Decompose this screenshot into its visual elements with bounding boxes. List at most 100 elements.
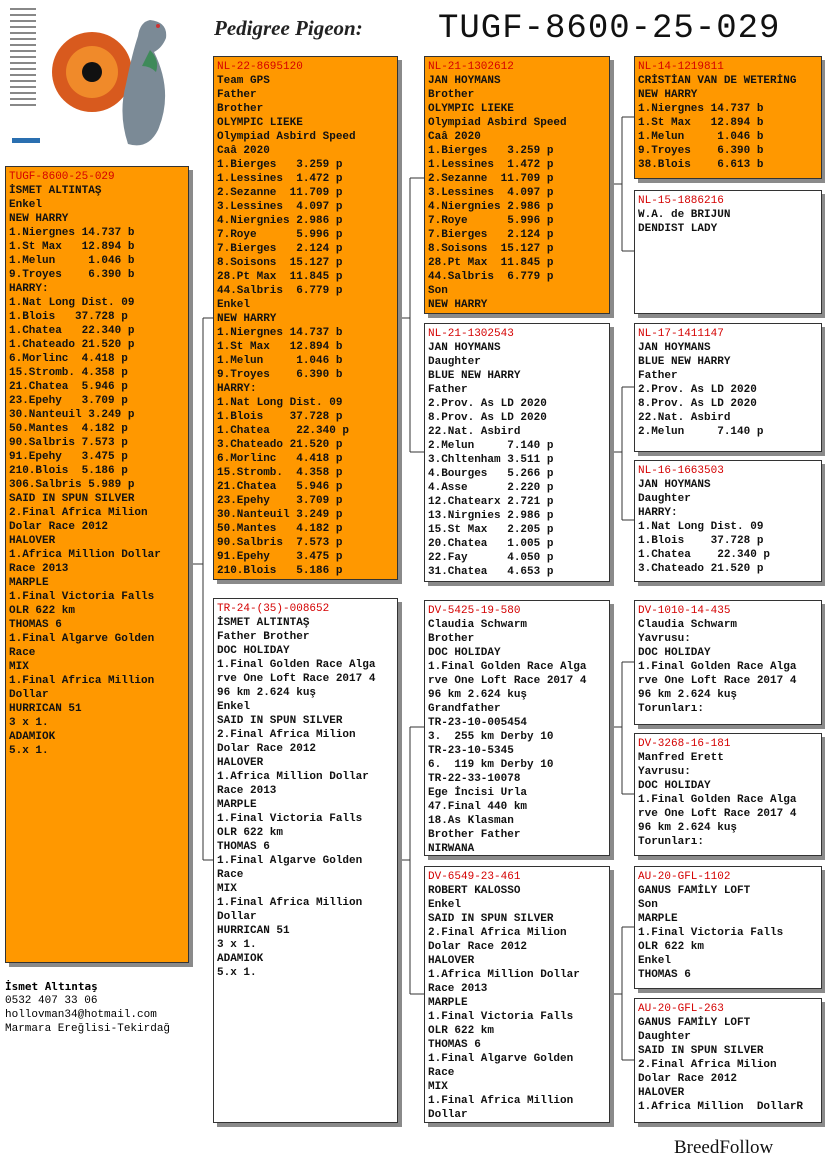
info-line: THOMAS 6	[428, 1039, 481, 1051]
info-line: DOC HOLIDAY	[638, 647, 711, 659]
info-line: Manfred Erett	[638, 752, 724, 764]
info-line: 1.Melun 1.046 b	[638, 131, 764, 143]
info-line: 2.Melun 7.140 p	[428, 440, 554, 452]
info-line: 13.Nirgnies 2.986 p	[428, 510, 554, 522]
pedigree-box: TR-24-(35)-008652 İSMET ALTINTAŞ Father Br…	[213, 598, 398, 1123]
info-line: Dolar Race 2012	[217, 743, 317, 755]
info-line: OLR 622 km	[217, 827, 284, 839]
info-line: 1.Blois 37.728 p	[638, 535, 764, 547]
info-line: Daughter	[428, 356, 481, 368]
info-line: 91.Epehy 3.475 p	[217, 551, 343, 563]
info-line: 1.Final Africa Million	[9, 675, 155, 687]
info-line: Son	[638, 899, 658, 911]
info-line: 20.Chatea 1.005 p	[428, 538, 554, 550]
info-line: 1.Final Golden Race Alga	[217, 659, 376, 671]
info-line: 15.Stromb. 4.358 p	[217, 467, 343, 479]
info-line: rve One Loft Race 2017 4	[638, 808, 797, 820]
info-line: 15.Stromb. 4.358 p	[9, 367, 128, 379]
info-line: 15.St Max 2.205 p	[428, 524, 554, 536]
info-line: 23.Epehy 3.709 p	[9, 395, 128, 407]
pedigree-box: NL-22-8695120 Team GPS Father Brother OLYMPI…	[213, 56, 398, 580]
info-line: 1.Africa Million DollarR	[638, 1101, 804, 1113]
ring-id: NL-21-1302612	[428, 61, 514, 73]
info-line: 1.Niergnes 14.737 b	[9, 227, 135, 239]
info-line: Torunları:	[638, 836, 705, 848]
info-line: 1.Final Algarve Golden	[217, 855, 363, 867]
info-line: 210.Blois 5.186 p	[217, 565, 343, 577]
info-line: Race	[428, 1067, 455, 1079]
info-line: BLUE NEW HARRY	[428, 370, 521, 382]
info-line: 2.Prov. As LD 2020	[428, 398, 547, 410]
info-line: Brother	[428, 633, 475, 645]
info-line: 1.Lessines 1.472 p	[217, 173, 343, 185]
ring-id: DV-5425-19-580	[428, 605, 521, 617]
info-line: 38.Blois 6.613 b	[638, 159, 764, 171]
owner-address: Marmara Ereğlisi-Tekirdağ	[5, 1023, 171, 1035]
info-line: JAN HOYMANS	[428, 75, 501, 87]
ring-id: NL-21-1302543	[428, 328, 514, 340]
pedigree-box: AU-20-GFL-263 GANUS FAMİLY LOFT Daughter SA…	[634, 998, 822, 1123]
info-line: Race 2013	[428, 983, 488, 995]
info-line: 96 km 2.624 kuş	[638, 822, 738, 834]
info-line: 6.Morlinc 4.418 p	[9, 353, 128, 365]
info-line: TR-23-10-5345	[428, 745, 514, 757]
pedigree-box: NL-21-1302543 JAN HOYMANS Daughter BLUE NEW…	[424, 323, 610, 582]
info-line: 1.St Max 12.894 b	[638, 117, 764, 129]
pedigree-box: NL-21-1302612 JAN HOYMANS Brother OLYMPIC L…	[424, 56, 610, 314]
info-line: 4.Bourges 5.266 p	[428, 468, 554, 480]
info-line: MIX	[428, 1081, 448, 1093]
info-line: Race 2013	[217, 785, 277, 797]
info-line: Brother	[217, 103, 264, 115]
info-line: 1.Chatea 22.340 p	[9, 325, 135, 337]
info-line: 1.Final Africa Million	[217, 897, 363, 909]
info-line: 12.Chatearx 2.721 p	[428, 496, 554, 508]
ring-id: TUGF-8600-25-029	[9, 171, 115, 183]
info-line: THOMAS 6	[217, 841, 270, 853]
info-line: 1.Nat Long Dist. 09	[9, 297, 135, 309]
ring-id: NL-14-1219811	[638, 61, 724, 73]
info-line: 44.Salbris 6.779 p	[428, 271, 554, 283]
pedigree-box: TUGF-8600-25-029 İSMET ALTINTAŞ Enkel NEW H…	[5, 166, 189, 963]
info-line: HURRICAN 51	[9, 703, 82, 715]
info-line: 1.Final Golden Race Alga	[638, 794, 797, 806]
info-line: rve One Loft Race 2017 4	[638, 675, 797, 687]
info-line: Enkel	[217, 701, 251, 713]
info-line: 2.Sezanne 11.709 p	[428, 173, 554, 185]
info-line: 1.Melun 1.046 b	[9, 255, 135, 267]
info-line: 5.x 1.	[217, 967, 257, 979]
info-line: 1.Final Africa Million	[428, 1095, 574, 1107]
info-line: HARRY:	[638, 507, 678, 519]
info-line: Dollar	[9, 689, 49, 701]
ring-id: AU-20-GFL-1102	[638, 871, 731, 883]
info-line: 1.Chateado 21.520 p	[9, 339, 135, 351]
info-line: OLYMPIC LIEKE	[217, 117, 303, 129]
info-line: Father Brother	[217, 631, 310, 643]
pedigree-box: NL-14-1219811 CRİSTİAN VAN DE WETERİNG NEW…	[634, 56, 822, 179]
info-line: 1.Africa Million Dollar	[217, 771, 369, 783]
info-line: HARRY:	[9, 283, 49, 295]
info-line: 50.Mantes 4.182 p	[217, 523, 343, 535]
info-line: 1.Blois 37.728 p	[9, 311, 128, 323]
info-line: 1.Final Victoria Falls	[217, 813, 363, 825]
info-line: 22.Nat. Asbird	[638, 412, 731, 424]
info-line: 30.Nanteuil 3.249 p	[217, 509, 343, 521]
info-line: Race	[9, 647, 36, 659]
owner-phone: 0532 407 33 06	[5, 995, 98, 1007]
info-line: SAID IN SPUN SILVER	[638, 1045, 764, 1057]
info-line: NIRWANA	[428, 843, 475, 855]
info-line: İSMET ALTINTAŞ	[9, 185, 102, 197]
info-line: 91.Epehy 3.475 p	[9, 451, 128, 463]
info-line: 1.Lessines 1.472 p	[428, 159, 554, 171]
info-line: 210.Blois 5.186 p	[9, 465, 128, 477]
info-line: 3.Lessines 4.097 p	[217, 201, 343, 213]
info-line: 3 x 1.	[9, 717, 49, 729]
info-line: 96 km 2.624 kuş	[217, 687, 317, 699]
info-line: JAN HOYMANS	[428, 342, 501, 354]
info-line: Olympiad Asbird Speed	[217, 131, 356, 143]
info-line: SAID IN SPUN SILVER	[217, 715, 343, 727]
info-line: DOC HOLIDAY	[428, 647, 501, 659]
info-line: 6. 119 km Derby 10	[428, 759, 554, 771]
owner-name: İsmet Altıntaş	[5, 980, 98, 993]
info-line: 306.Salbris 5.989 p	[9, 479, 135, 491]
